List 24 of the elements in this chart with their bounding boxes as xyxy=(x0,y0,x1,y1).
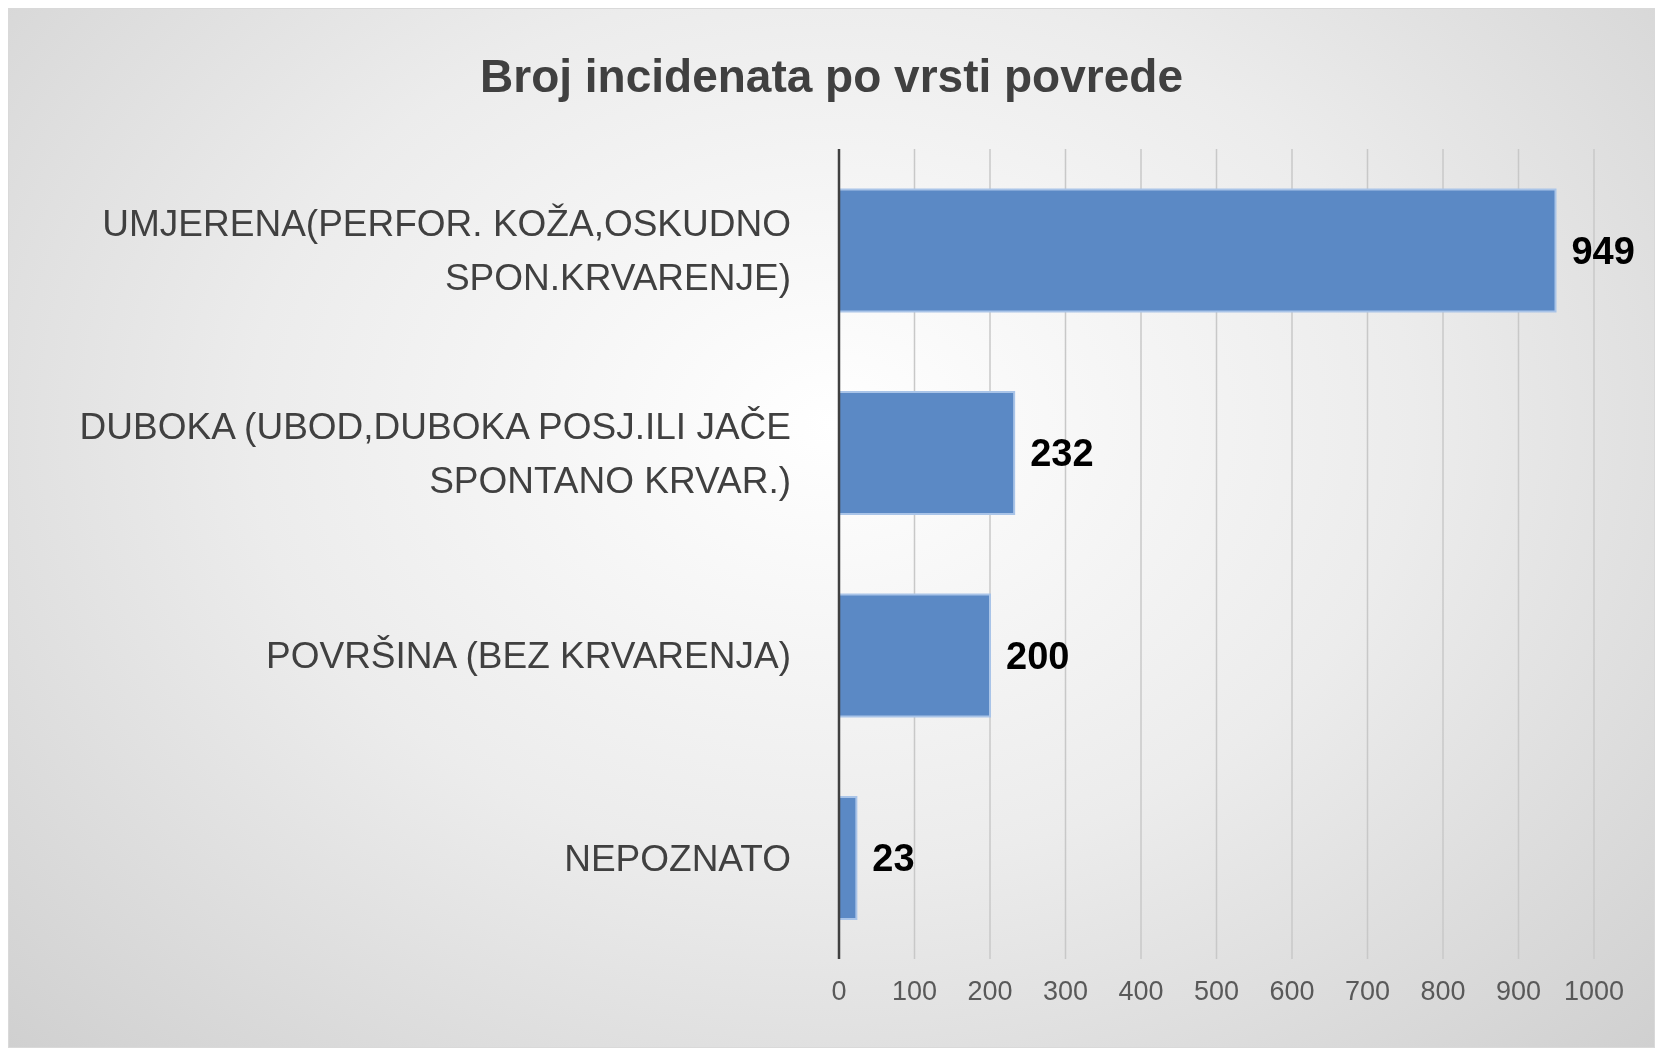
data-label: 200 xyxy=(1006,634,1070,677)
x-tick-label: 500 xyxy=(1193,976,1240,1007)
x-tick-label: 100 xyxy=(891,976,938,1007)
y-tick-label: POVRŠINA (BEZ KRVARENJA) xyxy=(266,634,791,676)
y-tick-label: UMJERENA(PERFOR. KOŽA,OSKUDNO SPON.KRVARENJE) xyxy=(102,202,791,298)
x-tick-label: 1000 xyxy=(1563,976,1625,1007)
x-tick-label: 900 xyxy=(1495,976,1542,1007)
y-tick-label: NEPOZNATO xyxy=(564,837,791,879)
x-tick-label: 700 xyxy=(1344,976,1391,1007)
data-label: 949 xyxy=(1571,229,1635,272)
bar xyxy=(839,593,991,718)
data-label: 23 xyxy=(872,837,915,880)
bar xyxy=(839,391,1016,515)
x-tick-label: 0 xyxy=(831,976,847,1007)
x-tick-label: 200 xyxy=(967,976,1013,1007)
x-tick-label: 400 xyxy=(1118,976,1164,1007)
y-tick-label: DUBOKA (UBOD,DUBOKA POSJ.ILI JAČE SPONTANO KRVAR.) xyxy=(79,405,791,501)
chart-title: Broj incidenata po vrsti povrede xyxy=(479,49,1184,103)
x-tick-label: 800 xyxy=(1420,976,1466,1007)
x-tick-label: 300 xyxy=(1042,976,1089,1007)
bar xyxy=(839,188,1557,313)
bar xyxy=(839,796,858,920)
x-tick-label: 600 xyxy=(1269,976,1315,1007)
data-label: 232 xyxy=(1030,432,1094,475)
